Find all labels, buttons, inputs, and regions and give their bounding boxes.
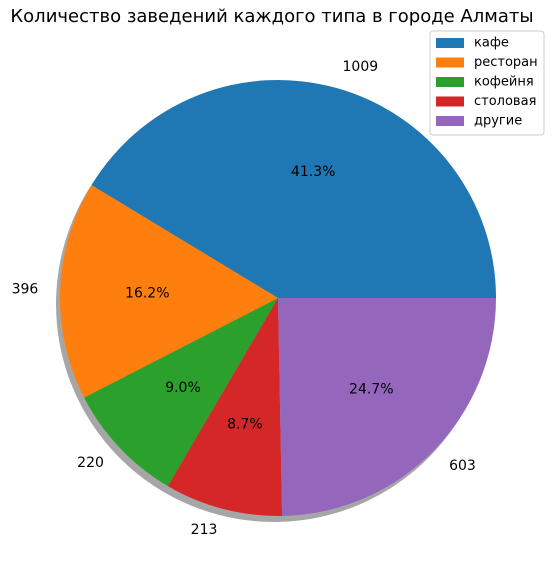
legend-swatch-4 [436, 96, 464, 107]
slice-percent-label-4: 8.7% [227, 417, 263, 433]
legend: кафе ресторан кофейня столовая другие [429, 30, 545, 136]
legend-frame [429, 30, 545, 136]
slice-value-label-3: 220 [77, 455, 104, 471]
chart-title: Количество заведений каждого типа в горо… [10, 6, 533, 27]
pie-slice-2 [60, 185, 279, 398]
slice-percent-label-1: 41.3% [291, 164, 335, 180]
pie-slice-1 [91, 80, 497, 298]
legend-label-3: кофейня [474, 75, 534, 90]
slice-percent-label-3: 9.0% [165, 380, 201, 396]
legend-label-1: кафе [474, 36, 509, 51]
pie-labels: 1009 41.3% 396 16.2% 220 9.0% 213 8.7% 603 24.7% [12, 59, 476, 538]
slice-percent-label-2: 16.2% [125, 286, 169, 302]
legend-swatch-5 [436, 116, 464, 126]
slice-value-label-5: 603 [449, 458, 476, 474]
legend-label-4: столовая [474, 94, 536, 109]
legend-label-2: ресторан [474, 55, 538, 70]
slice-value-label-4: 213 [191, 522, 218, 538]
slice-percent-label-5: 24.7% [349, 382, 393, 398]
pie-slice-3 [84, 298, 279, 487]
legend-swatch-3 [436, 77, 464, 87]
legend-label-5: другие [474, 114, 522, 129]
pie-slice-5 [278, 298, 496, 516]
pie-slices [60, 80, 497, 516]
slice-value-label-1: 1009 [343, 59, 379, 75]
legend-swatch-1 [436, 38, 464, 48]
legend-swatch-2 [436, 57, 464, 68]
pie-slice-4 [167, 298, 283, 516]
slice-value-label-2: 396 [12, 282, 39, 298]
